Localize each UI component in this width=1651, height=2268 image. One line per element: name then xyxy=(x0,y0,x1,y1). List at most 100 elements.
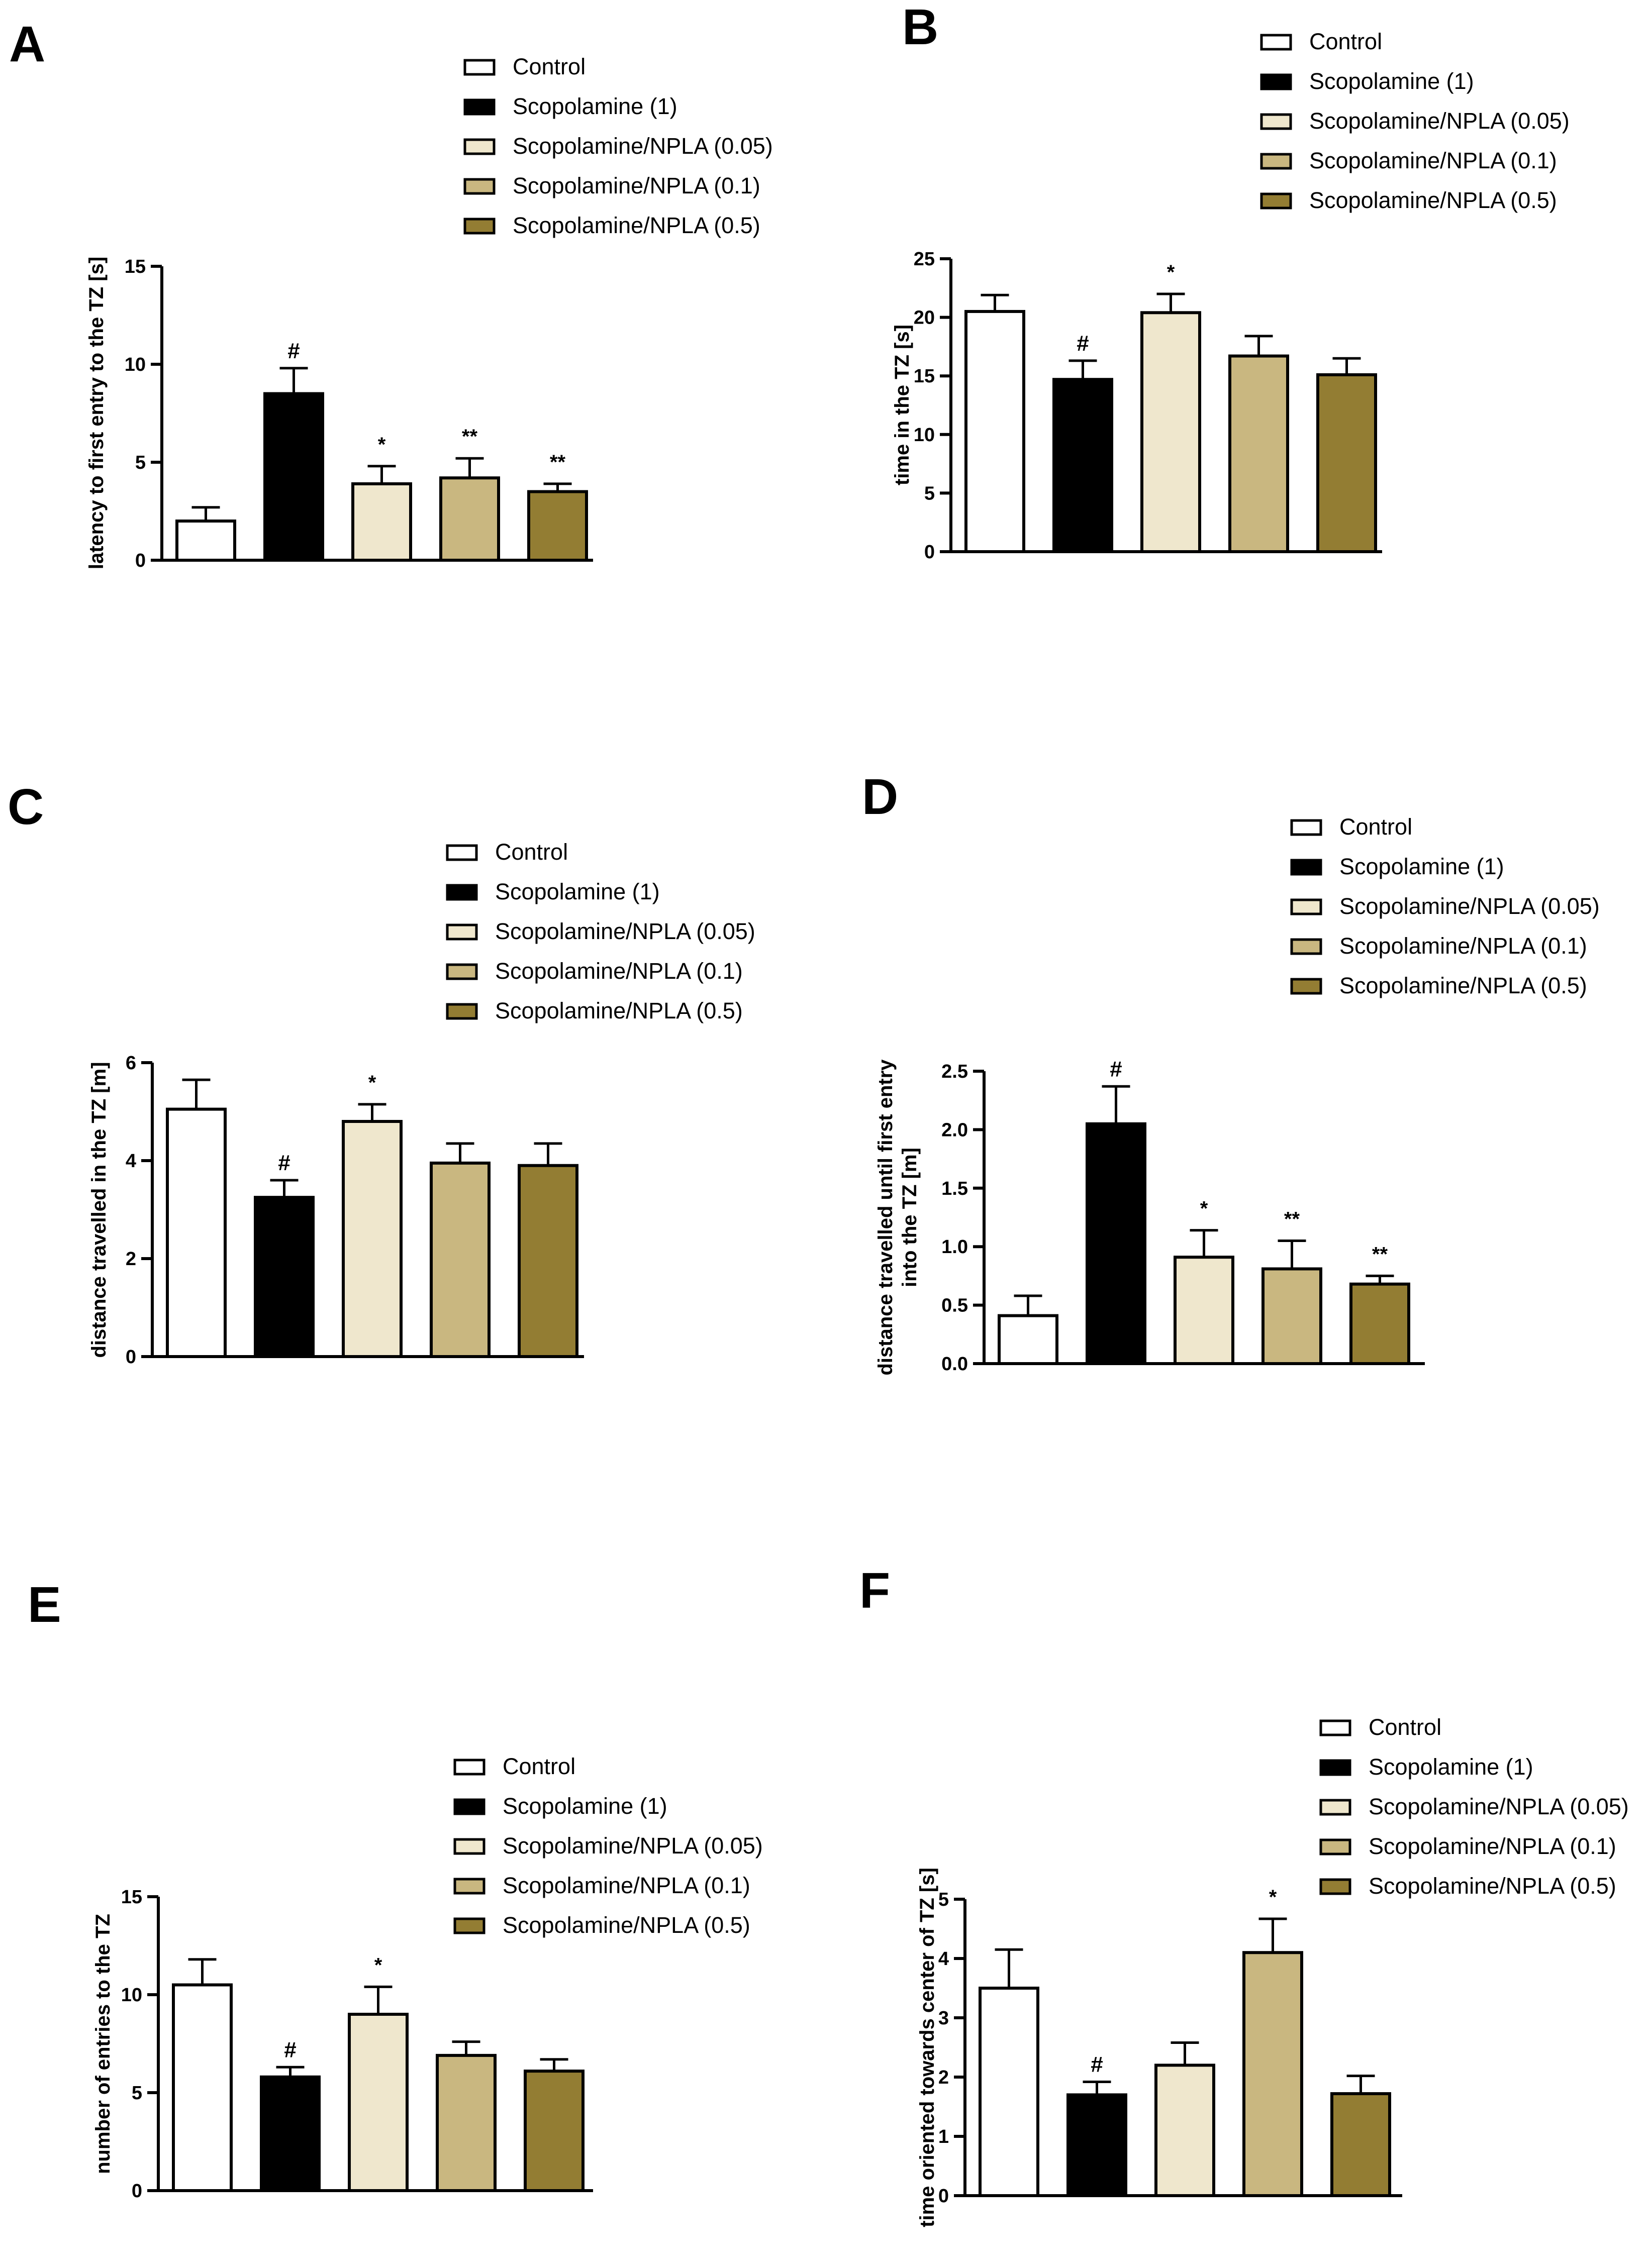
y-tick-label: 4 xyxy=(938,1948,949,1970)
panel-label: D xyxy=(862,769,898,825)
significance-marker: # xyxy=(1091,2052,1103,2077)
y-tick-label: 1 xyxy=(938,2126,949,2147)
panel-d: D Control Scopolamine (1) Scopolamine/NPLA … xyxy=(862,769,1600,1376)
legend-label: Scopolamine (1) xyxy=(1369,1754,1533,1780)
significance-marker: * xyxy=(1269,1886,1277,1908)
legend-swatch xyxy=(446,884,478,901)
legend-swatch xyxy=(1319,1719,1351,1736)
bar xyxy=(518,1164,578,1358)
panel-label: A xyxy=(9,16,45,72)
significance-marker: * xyxy=(378,434,386,456)
legend-swatch xyxy=(1260,113,1292,130)
legend-label: Scopolamine (1) xyxy=(513,93,677,119)
y-tick-label: 2 xyxy=(126,1249,136,1270)
legend-label: Control xyxy=(495,839,568,865)
significance-marker: * xyxy=(374,1954,382,1976)
legend-swatch xyxy=(446,963,478,980)
bar xyxy=(351,482,412,562)
y-tick-label: 15 xyxy=(914,366,935,387)
legend-label: Control xyxy=(503,1754,575,1779)
y-axis-label: distance travelled in the TZ [m] xyxy=(88,1062,110,1358)
bar xyxy=(342,1120,403,1358)
legend-label: Scopolamine/NPLA (0.5) xyxy=(1369,1873,1616,1899)
y-tick-label: 1.5 xyxy=(941,1178,968,1199)
legend-label: Scopolamine (1) xyxy=(495,879,660,904)
bar xyxy=(1174,1256,1234,1366)
significance-marker: # xyxy=(287,339,300,363)
legend-swatch xyxy=(463,178,496,195)
y-axis-label: latency to first entry to the TZ [s] xyxy=(85,257,108,569)
y-tick-label: 25 xyxy=(914,249,935,270)
significance-marker: * xyxy=(368,1072,376,1094)
panel-a: A Control Scopolamine (1) Scopolamine/NPLA … xyxy=(9,16,773,571)
legend-swatch xyxy=(463,138,496,155)
significance-marker: # xyxy=(1110,1057,1122,1081)
legend-label: Scopolamine/NPLA (0.05) xyxy=(503,1833,763,1859)
y-tick-label: 20 xyxy=(914,307,935,329)
bar xyxy=(979,1987,1039,2197)
y-axis-label: time in the TZ [s] xyxy=(891,325,913,485)
bar xyxy=(260,2075,321,2192)
legend: Control Scopolamine (1) Scopolamine/NPLA (… xyxy=(1319,1714,1629,1899)
legend-label: Scopolamine (1) xyxy=(503,1793,667,1819)
legend-swatch xyxy=(453,1798,485,1815)
bar xyxy=(439,476,500,562)
legend-swatch xyxy=(446,1003,478,1020)
panel-e: E Control Scopolamine (1) Scopolamine/NPLA … xyxy=(28,1577,763,2202)
bar xyxy=(527,490,588,562)
legend-label: Scopolamine/NPLA (0.1) xyxy=(1309,148,1557,173)
y-tick-label: 10 xyxy=(914,425,935,446)
bar xyxy=(1066,2093,1127,2197)
panel-label: C xyxy=(8,779,44,835)
bar xyxy=(166,1107,227,1358)
legend-swatch xyxy=(1319,1759,1351,1776)
legend: Control Scopolamine (1) Scopolamine/NPLA (… xyxy=(463,54,773,238)
y-tick-label: 5 xyxy=(938,1889,949,1910)
bar xyxy=(1052,378,1113,553)
y-tick-label: 0 xyxy=(924,542,935,563)
legend-swatch xyxy=(1290,978,1322,995)
bar xyxy=(436,2053,497,2192)
legend-swatch xyxy=(453,1878,485,1895)
legend-label: Scopolamine/NPLA (0.05) xyxy=(1339,893,1600,919)
y-tick-label: 0.5 xyxy=(941,1295,968,1316)
legend-label: Scopolamine/NPLA (0.1) xyxy=(495,958,743,984)
legend-label: Scopolamine/NPLA (0.05) xyxy=(495,918,755,944)
bar xyxy=(172,1983,233,2192)
legend-label: Scopolamine/NPLA (0.5) xyxy=(513,213,760,238)
legend-swatch xyxy=(463,59,496,76)
legend: Control Scopolamine (1) Scopolamine/NPLA (… xyxy=(1260,29,1570,213)
bar xyxy=(524,2070,585,2193)
legend-label: Scopolamine/NPLA (0.5) xyxy=(495,998,743,1023)
legend-label: Scopolamine/NPLA (0.05) xyxy=(513,133,773,159)
bar xyxy=(1228,354,1289,554)
y-axis-label: number of entries to the TZ xyxy=(92,1914,114,2174)
legend: Control Scopolamine (1) Scopolamine/NPLA (… xyxy=(1290,814,1600,998)
significance-marker: ** xyxy=(462,426,478,448)
bar xyxy=(964,310,1025,553)
panel-label: F xyxy=(859,1563,890,1619)
legend-label: Control xyxy=(513,54,586,79)
y-tick-label: 0.0 xyxy=(941,1354,968,1375)
y-axis-label: time oriented towards center of TZ [s] xyxy=(916,1868,938,2227)
y-tick-label: 2.0 xyxy=(941,1119,968,1141)
legend: Control Scopolamine (1) Scopolamine/NPLA (… xyxy=(453,1754,763,1938)
y-tick-label: 0 xyxy=(938,2186,949,2207)
panel-label: E xyxy=(28,1577,61,1633)
legend-label: Scopolamine (1) xyxy=(1309,68,1474,94)
significance-marker: # xyxy=(278,1151,290,1175)
legend-label: Scopolamine/NPLA (0.1) xyxy=(1369,1833,1616,1859)
legend-swatch xyxy=(1260,192,1292,210)
bar xyxy=(348,2013,409,2192)
significance-marker: ** xyxy=(550,451,566,473)
y-tick-label: 2.5 xyxy=(941,1061,968,1082)
legend-swatch xyxy=(453,1759,485,1776)
y-tick-label: 4 xyxy=(126,1151,136,1172)
legend-label: Control xyxy=(1339,814,1412,840)
y-tick-label: 10 xyxy=(125,354,146,375)
significance-marker: # xyxy=(1077,331,1089,356)
bar xyxy=(1261,1267,1322,1365)
legend-swatch xyxy=(453,1838,485,1855)
y-tick-label: 10 xyxy=(121,1985,142,2006)
